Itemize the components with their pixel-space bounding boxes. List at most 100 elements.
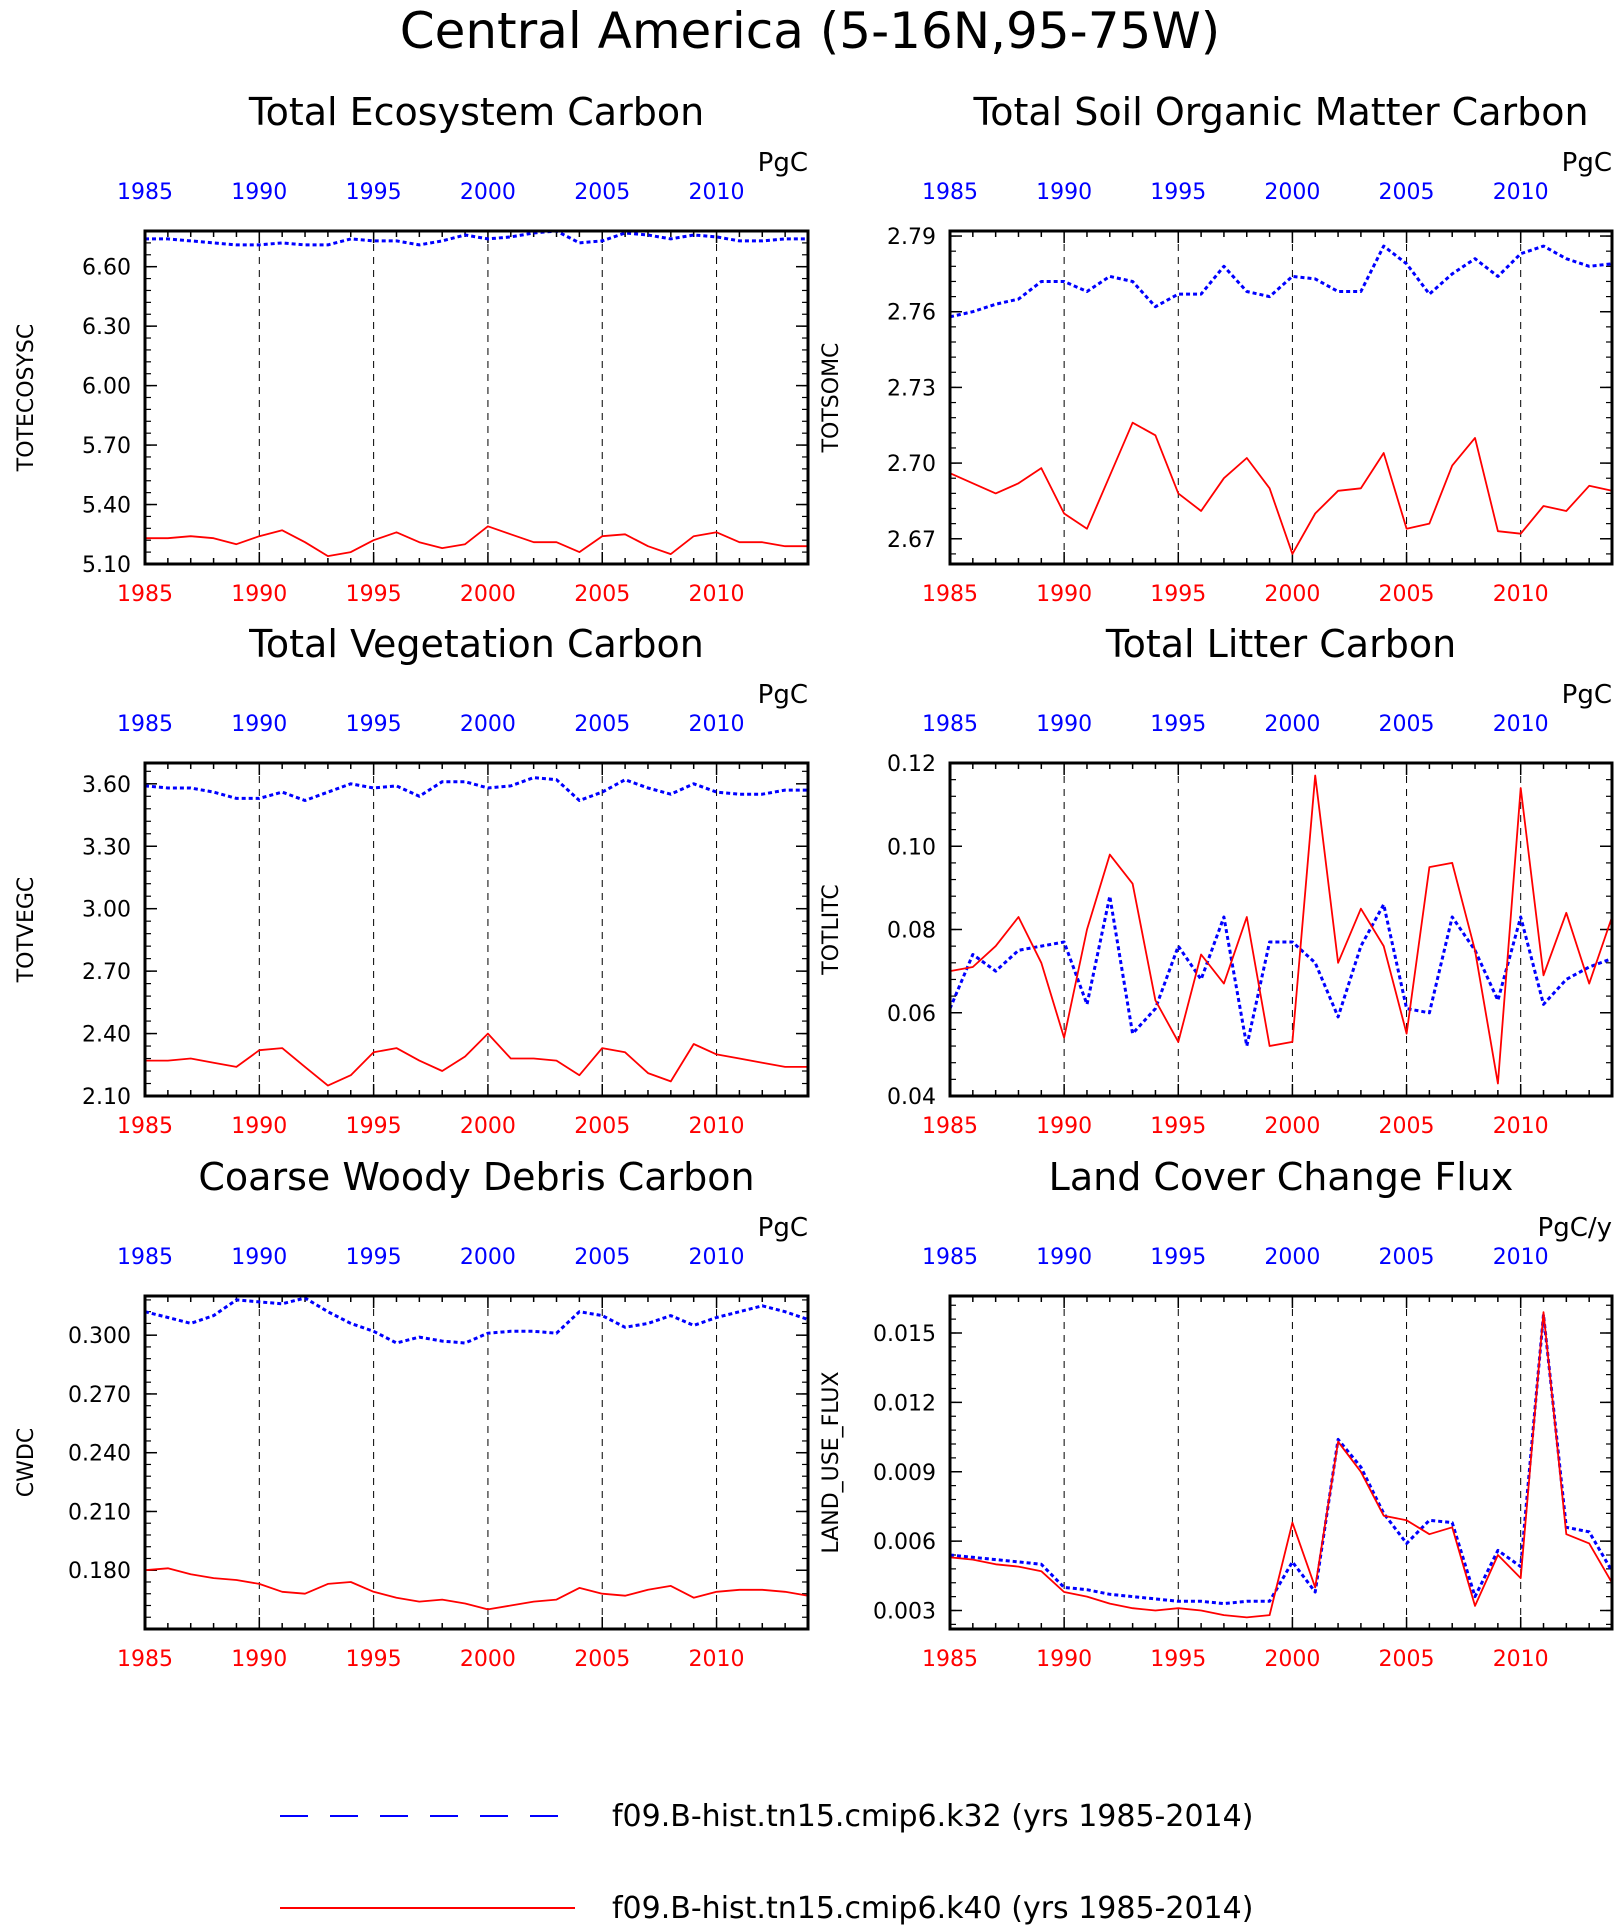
y-tick-label: 0.08	[887, 919, 936, 944]
x-tick-label-bottom: 2010	[1493, 1114, 1549, 1139]
y-tick-label: 0.300	[68, 1324, 131, 1349]
x-tick-label-top: 1995	[1150, 1245, 1206, 1270]
y-axis-label: LAND_USE_FLUX	[819, 1371, 844, 1553]
x-tick-label-bottom: 1985	[117, 582, 173, 607]
x-tick-label-top: 1990	[231, 1245, 287, 1270]
chart-panel-1: Total Ecosystem Carbon PgC TOTECOSYSC 1985 1…	[14, 90, 810, 607]
x-tick-label-bottom: 1990	[231, 1114, 287, 1139]
x-tick-label-top: 2000	[1264, 712, 1320, 737]
legend-label-k40: f09.B-hist.tn15.cmip6.k40 (yrs 1985-2014…	[612, 1891, 1253, 1925]
units-label: PgC	[1562, 148, 1612, 178]
x-tick-label-top: 1995	[346, 180, 402, 205]
x-tick-label-bottom: 1990	[231, 1647, 287, 1672]
x-tick-label-top: 2010	[689, 1245, 745, 1270]
y-tick-label: 5.70	[82, 434, 131, 459]
x-tick-label-bottom: 2005	[574, 582, 630, 607]
x-tick-label-bottom: 2000	[1264, 1114, 1320, 1139]
plot-frame	[143, 1294, 810, 1631]
x-tick-label-top: 1995	[346, 712, 402, 737]
y-axis-label: TOTECOSYSC	[14, 324, 39, 473]
x-tick-label-bottom: 1995	[1150, 1114, 1206, 1139]
x-tick-label-top: 2005	[574, 180, 630, 205]
x-tick-label-bottom: 1990	[1036, 1114, 1092, 1139]
x-tick-label-bottom: 1985	[117, 1114, 173, 1139]
units-label: PgC	[758, 148, 808, 178]
x-tick-label-top: 1985	[922, 180, 978, 205]
x-tick-label-top: 1990	[1036, 180, 1092, 205]
x-tick-label-top: 2000	[460, 1245, 516, 1270]
x-tick-label-bottom: 1990	[1036, 582, 1092, 607]
panel-grid: Total Ecosystem Carbon PgC TOTECOSYSC 1985 1…	[14, 90, 1614, 1672]
x-tick-label-top: 2010	[689, 712, 745, 737]
series-line-k32	[949, 1313, 1614, 1606]
panel-title: Total Vegetation Carbon	[248, 622, 704, 666]
chart-panel-2: Total Soil Organic Matter Carbon PgC TOTSO…	[819, 90, 1614, 607]
series-line-k40	[145, 1032, 808, 1087]
x-tick-label-top: 1995	[1150, 712, 1206, 737]
x-tick-label-top: 2000	[460, 712, 516, 737]
x-tick-label-bottom: 1985	[922, 1114, 978, 1139]
y-axis-label: CWDC	[14, 1428, 39, 1497]
x-tick-label-bottom: 1995	[1150, 582, 1206, 607]
y-axis-label: TOTSOMC	[819, 343, 844, 454]
x-tick-label-bottom: 2005	[1379, 1114, 1435, 1139]
x-tick-label-top: 2010	[689, 180, 745, 205]
y-tick-label: 2.76	[887, 301, 936, 326]
y-tick-label: 3.60	[82, 773, 131, 798]
x-tick-label-bottom: 2000	[1264, 582, 1320, 607]
x-tick-label-top: 1985	[922, 1245, 978, 1270]
x-tick-label-top: 2005	[1379, 712, 1435, 737]
x-tick-label-top: 1990	[1036, 712, 1092, 737]
x-tick-label-bottom: 2000	[460, 1647, 516, 1672]
x-tick-label-bottom: 1990	[1036, 1647, 1092, 1672]
series-line-k40	[145, 525, 808, 557]
x-tick-label-bottom: 1995	[346, 1114, 402, 1139]
x-tick-label-top: 2000	[1264, 180, 1320, 205]
x-tick-label-top: 2005	[574, 712, 630, 737]
x-tick-label-bottom: 1995	[346, 1647, 402, 1672]
y-axis-label: TOTLITC	[819, 884, 844, 975]
y-tick-label: 0.180	[68, 1559, 131, 1584]
legend: f09.B-hist.tn15.cmip6.k32 (yrs 1985-2014…	[280, 1799, 1253, 1925]
x-tick-label-top: 2005	[1379, 180, 1435, 205]
chart-panel-4: Total Litter Carbon PgC TOTLITC 1985 1985 199…	[819, 622, 1614, 1139]
series-line-k32	[948, 894, 1613, 1048]
series-line-k40	[949, 421, 1613, 555]
y-tick-label: 0.270	[68, 1383, 131, 1408]
x-tick-label-top: 1990	[231, 180, 287, 205]
x-tick-label-bottom: 1985	[117, 1647, 173, 1672]
plot-frame	[143, 229, 810, 566]
x-tick-label-top: 1995	[346, 1245, 402, 1270]
y-tick-label: 0.015	[873, 1322, 936, 1347]
x-tick-label-top: 2000	[460, 180, 516, 205]
x-tick-label-bottom: 2000	[460, 582, 516, 607]
y-tick-label: 3.30	[82, 835, 131, 860]
series-line-k40	[144, 1567, 809, 1611]
y-tick-label: 0.06	[887, 1002, 936, 1027]
x-tick-label-bottom: 2010	[689, 582, 745, 607]
x-tick-label-top: 1990	[1036, 1245, 1092, 1270]
panel-title: Total Ecosystem Carbon	[248, 90, 704, 134]
x-tick-label-top: 2010	[1493, 712, 1549, 737]
x-tick-label-top: 2000	[1264, 1245, 1320, 1270]
x-tick-label-bottom: 2005	[574, 1647, 630, 1672]
y-tick-label: 0.240	[68, 1442, 131, 1467]
x-tick-label-top: 2005	[1379, 1245, 1435, 1270]
x-tick-label-top: 1990	[231, 712, 287, 737]
y-tick-label: 5.40	[82, 494, 131, 519]
y-tick-label: 3.00	[82, 898, 131, 923]
panel-title: Land Cover Change Flux	[1049, 1155, 1514, 1199]
chart-panel-6: Land Cover Change Flux PgC/y LAND_USE_FLUX…	[819, 1155, 1614, 1672]
panel-title: Coarse Woody Debris Carbon	[198, 1155, 754, 1199]
x-tick-label-bottom: 2000	[1264, 1647, 1320, 1672]
panel-title: Total Litter Carbon	[1105, 622, 1456, 666]
x-tick-label-top: 1985	[117, 1245, 173, 1270]
series-line-k40	[949, 774, 1613, 1085]
x-tick-label-top: 1995	[1150, 180, 1206, 205]
x-tick-label-bottom: 2000	[460, 1114, 516, 1139]
y-tick-label: 2.10	[82, 1085, 131, 1110]
y-tick-label: 2.70	[82, 960, 131, 985]
y-axis-label: TOTVEGC	[14, 877, 39, 984]
y-tick-label: 2.73	[887, 376, 936, 401]
